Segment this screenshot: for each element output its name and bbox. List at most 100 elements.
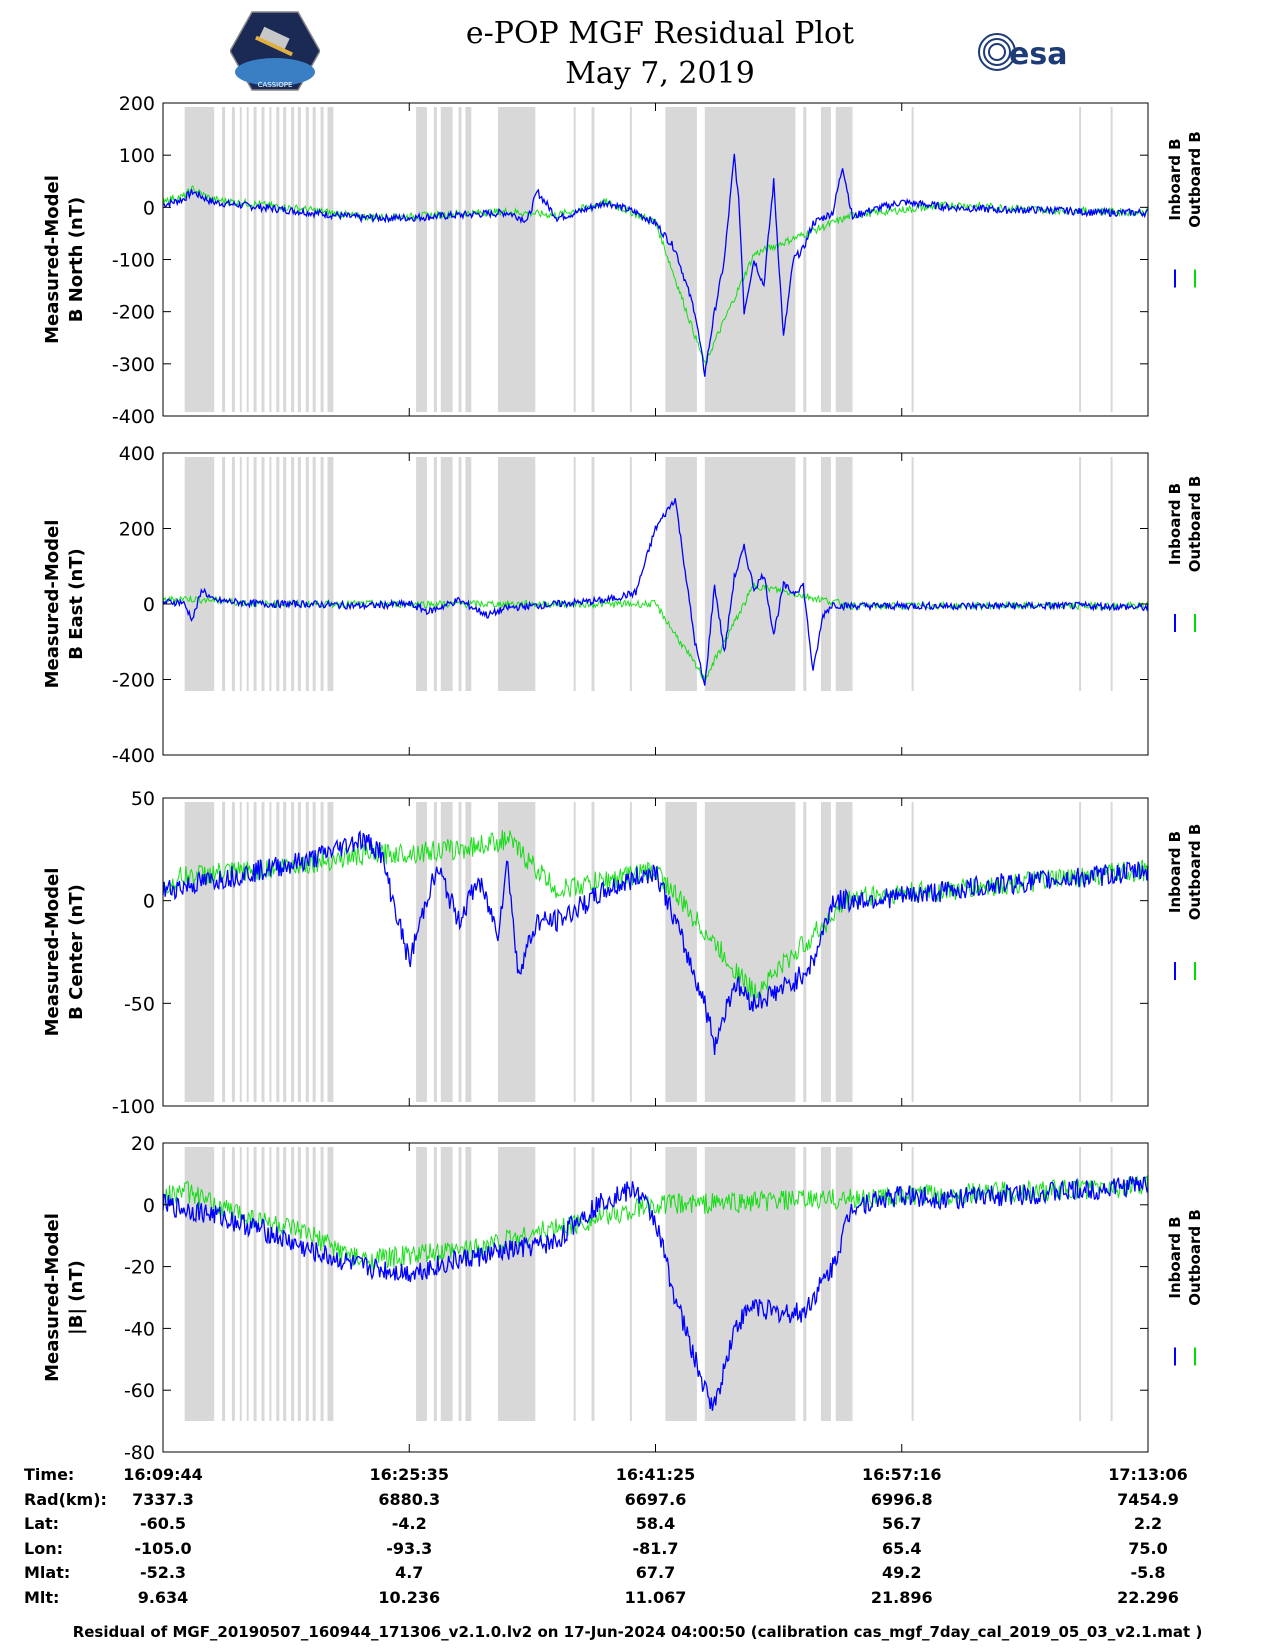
table-cell: -60.5 <box>139 1514 187 1533</box>
shade-band <box>253 802 257 1102</box>
table-row: Rad(km): 7337.3 6880.3 6697.6 6996.8 7454.9 <box>0 1490 1275 1514</box>
shade-band <box>261 107 265 412</box>
shade-band <box>440 802 453 1102</box>
shade-band <box>704 1147 796 1421</box>
shade-band <box>305 457 309 691</box>
shade-band <box>821 802 831 1102</box>
shade-band <box>327 457 334 691</box>
plot-frame <box>162 102 1149 417</box>
shade-band <box>297 1147 301 1421</box>
svg-text:CASSIOPE: CASSIOPE <box>258 81 293 89</box>
shade-band <box>1110 802 1113 1102</box>
outboard-series-line <box>162 1175 1149 1271</box>
shade-band <box>231 1147 235 1421</box>
legend-inboard-label: Inboard B <box>1166 831 1184 913</box>
shade-band <box>276 1147 280 1421</box>
shade-band <box>433 802 437 1102</box>
shade-band <box>416 802 427 1102</box>
shade-band <box>433 1147 437 1421</box>
y-tick-label: -200 <box>112 302 155 324</box>
shade-band <box>320 457 324 691</box>
shade-band <box>465 802 472 1102</box>
shade-band <box>497 107 536 412</box>
table-row: Time: 16:09:44 16:25:35 16:41:25 16:57:16 17:… <box>0 1465 1275 1489</box>
shade-band <box>246 457 249 691</box>
legend-inboard-label: Inboard B <box>1166 1216 1184 1298</box>
shade-band <box>835 457 853 691</box>
shade-band <box>1110 457 1113 691</box>
shade-band <box>239 107 242 412</box>
shade-band <box>911 107 914 412</box>
shade-band <box>283 457 287 691</box>
table-cell: 2.2 <box>1133 1514 1163 1533</box>
shade-band <box>1079 457 1082 691</box>
table-cell: -4.2 <box>391 1514 427 1533</box>
table-cell: 7337.3 <box>132 1489 194 1509</box>
shade-band <box>573 802 576 1102</box>
shade-band <box>283 802 287 1102</box>
shade-band <box>253 457 257 691</box>
y-axis-label: Measured-Model <box>42 1213 63 1382</box>
shade-band <box>312 107 316 412</box>
table-cell: -5.8 <box>1130 1563 1166 1582</box>
shade-band <box>305 1147 309 1421</box>
table-row: Lon: -105.0 -93.3 -81.7 65.4 75.0 <box>0 1539 1275 1563</box>
shade-band <box>253 107 257 412</box>
legend-outboard-label: Outboard B <box>1186 476 1204 573</box>
table-cell: 6996.8 <box>870 1489 933 1509</box>
row-label: Time: <box>24 1465 75 1484</box>
legend-outboard-label: Outboard B <box>1186 131 1204 228</box>
shade-band <box>433 107 437 412</box>
table-cell: 4.7 <box>395 1563 424 1582</box>
panel-3: 50 0 -50 -100 Measured-Model B Center (nT) Inb… <box>42 788 1204 1118</box>
shade-band <box>320 802 324 1102</box>
shade-band <box>222 802 226 1102</box>
shade-band <box>231 802 235 1102</box>
shade-band <box>276 107 280 412</box>
shade-band <box>573 457 576 691</box>
y-axis-label: B East (nT) <box>66 548 87 660</box>
inboard-series-line <box>162 1175 1149 1411</box>
shade-band <box>458 457 462 691</box>
table-cell: 22.296 <box>1117 1587 1179 1607</box>
table-cell: 16:57:16 <box>861 1465 942 1484</box>
shade-band <box>573 1147 576 1421</box>
shade-band <box>246 107 249 412</box>
table-row: Mlat: -52.3 4.7 67.7 49.2 -5.8 <box>0 1563 1275 1587</box>
shade-band <box>222 107 226 412</box>
y-tick-label: 20 <box>131 1133 155 1155</box>
shade-band <box>497 457 536 691</box>
shade-band <box>835 802 853 1102</box>
y-tick-label: -400 <box>112 406 155 428</box>
panel-1: 200 100 0 -100 -200 -300 -400 Measured-Model B N… <box>42 93 1204 428</box>
table-cell: 75.0 <box>1128 1538 1168 1558</box>
shade-band <box>1079 1147 1082 1421</box>
shade-band <box>665 457 697 691</box>
table-row: Mlt: 9.634 10.236 11.067 21.896 22.296 <box>0 1588 1275 1612</box>
shade-band <box>297 802 301 1102</box>
shade-band <box>246 802 249 1102</box>
shade-band <box>497 1147 536 1421</box>
shade-band <box>629 1147 632 1421</box>
shade-band <box>312 457 316 691</box>
shade-band <box>269 107 272 412</box>
table-cell: -52.3 <box>139 1563 187 1582</box>
table-row: Lat: -60.5 -4.2 58.4 56.7 2.2 <box>0 1514 1275 1538</box>
y-tick-label: 0 <box>143 891 155 913</box>
y-tick-label: -300 <box>112 354 155 376</box>
y-tick-label: -100 <box>112 1096 155 1118</box>
y-tick-label: -60 <box>124 1380 155 1402</box>
table-cell: 16:41:25 <box>615 1465 696 1484</box>
shade-band <box>1079 107 1082 412</box>
shade-band <box>591 802 595 1102</box>
shade-band <box>1110 1147 1113 1421</box>
shade-band <box>184 802 215 1102</box>
shade-band <box>591 457 595 691</box>
shade-band <box>629 457 632 691</box>
y-tick-label: -40 <box>124 1318 155 1340</box>
legend-inboard-label: Inboard B <box>1166 138 1184 220</box>
table-cell: 21.896 <box>870 1587 933 1607</box>
shade-band <box>821 1147 831 1421</box>
shade-band <box>629 107 632 412</box>
shade-band <box>835 1147 853 1421</box>
